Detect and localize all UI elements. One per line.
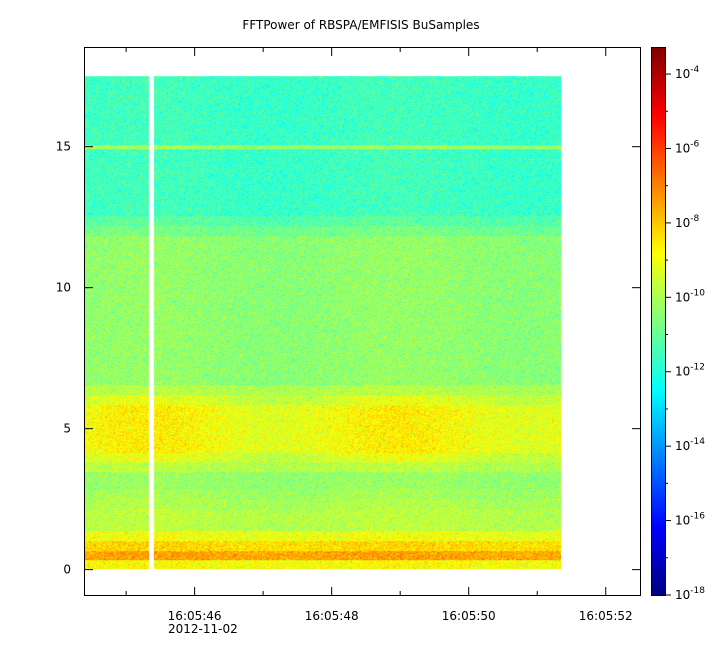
y-tick-label: 0	[63, 563, 71, 577]
colorbar-frame	[651, 47, 666, 596]
colorbar-tick-label: 10-16	[675, 512, 705, 528]
colorbar-ticks: 10-4 10-6 10-8 10-10 10-12 10-14 10-16 10-18	[665, 65, 705, 602]
x-tick-label: 16:05:52	[579, 609, 633, 623]
x-tick-label: 16:05:46	[168, 609, 222, 623]
colorbar-tick-label: 10-4	[675, 65, 700, 81]
x-tick-label: 16:05:50	[442, 609, 496, 623]
y-axis-ticks	[85, 146, 640, 571]
plot-frame	[84, 47, 641, 596]
colorbar-tick-label: 10-14	[675, 437, 705, 453]
colorbar-tick-label: 10-6	[675, 139, 700, 155]
spectrogram-heatmap	[85, 76, 561, 570]
colorbar-tick-label: 10-10	[675, 288, 705, 304]
colorbar-tick-label: 10-18	[675, 586, 705, 602]
x-axis-ticks	[125, 48, 607, 595]
colorbar	[652, 48, 665, 595]
y-tick-label: 10	[56, 281, 71, 295]
colorbar-tick-label: 10-12	[675, 363, 705, 379]
chart-title: FFTPower of RBSPA/EMFISIS BuSamples	[242, 18, 479, 32]
x-tick-label: 16:05:48	[305, 609, 359, 623]
x-axis-date-label: 2012-11-02	[168, 622, 238, 636]
heatmap-image	[85, 76, 561, 570]
y-tick-label: 5	[63, 422, 71, 436]
y-tick-label: 15	[56, 140, 71, 154]
colorbar-tick-label: 10-8	[675, 214, 700, 230]
